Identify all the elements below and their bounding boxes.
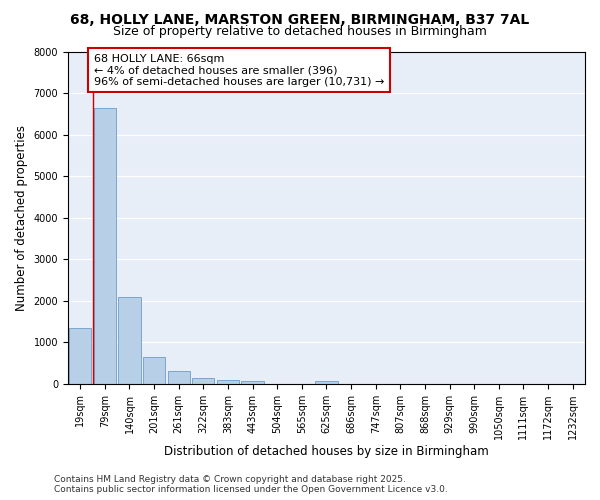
X-axis label: Distribution of detached houses by size in Birmingham: Distribution of detached houses by size …	[164, 444, 489, 458]
Bar	[143, 356, 165, 384]
Bar	[94, 108, 116, 384]
Y-axis label: Number of detached properties: Number of detached properties	[15, 124, 28, 310]
Text: 68, HOLLY LANE, MARSTON GREEN, BIRMINGHAM, B37 7AL: 68, HOLLY LANE, MARSTON GREEN, BIRMINGHA…	[70, 12, 530, 26]
Bar	[241, 382, 263, 384]
Bar	[316, 382, 338, 384]
Bar	[69, 328, 91, 384]
Bar	[217, 380, 239, 384]
Text: Size of property relative to detached houses in Birmingham: Size of property relative to detached ho…	[113, 25, 487, 38]
Bar	[118, 298, 140, 384]
Text: 68 HOLLY LANE: 66sqm
← 4% of detached houses are smaller (396)
96% of semi-detac: 68 HOLLY LANE: 66sqm ← 4% of detached ho…	[94, 54, 384, 87]
Bar	[167, 371, 190, 384]
Text: Contains HM Land Registry data © Crown copyright and database right 2025.
Contai: Contains HM Land Registry data © Crown c…	[54, 474, 448, 494]
Bar	[192, 378, 214, 384]
